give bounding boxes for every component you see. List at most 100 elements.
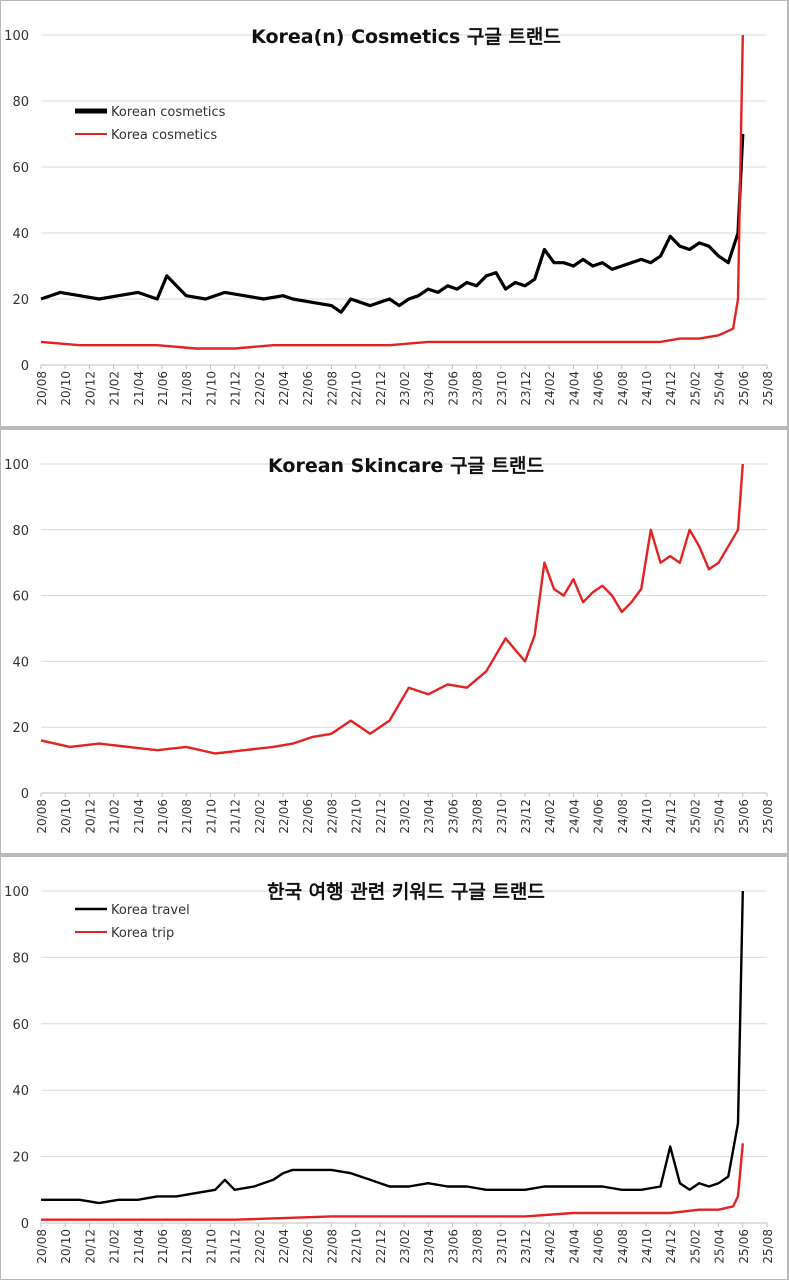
x-tick-label: 25/04 [713, 1229, 727, 1264]
x-tick-label: 22/10 [350, 1229, 364, 1264]
x-tick-label: 24/12 [664, 371, 678, 406]
x-tick-label: 23/12 [519, 371, 533, 406]
x-tick-label: 21/06 [156, 371, 170, 406]
x-tick-label: 23/02 [398, 1229, 412, 1264]
x-tick-label: 22/04 [277, 371, 291, 406]
y-tick-label: 0 [21, 1217, 29, 1232]
x-tick-label: 22/08 [325, 371, 339, 406]
x-tick-label: 21/12 [229, 371, 243, 406]
x-tick-label: 21/08 [180, 799, 194, 834]
y-tick-label: 80 [12, 95, 29, 110]
x-tick-label: 23/04 [422, 1229, 436, 1264]
x-tick-label: 24/12 [664, 799, 678, 834]
y-tick-label: 60 [12, 590, 29, 605]
x-tick-label: 25/02 [688, 799, 702, 834]
x-tick-label: 24/02 [543, 371, 557, 406]
x-tick-label: 25/08 [761, 1229, 775, 1264]
x-tick-label: 25/02 [688, 1229, 702, 1264]
x-tick-label: 25/08 [761, 371, 775, 406]
legend-label: Korea travel [111, 903, 190, 918]
x-tick-label: 21/02 [108, 371, 122, 406]
x-tick-label: 22/10 [350, 371, 364, 406]
x-tick-label: 22/06 [301, 1229, 315, 1264]
y-tick-label: 60 [12, 1018, 29, 1033]
y-tick-label: 0 [21, 359, 29, 374]
x-tick-label: 24/06 [592, 1229, 606, 1264]
y-tick-label: 100 [4, 29, 29, 44]
x-tick-label: 25/08 [761, 799, 775, 834]
x-tick-label: 22/06 [301, 371, 315, 406]
x-tick-label: 20/10 [59, 1229, 73, 1264]
x-tick-label: 21/10 [204, 1229, 218, 1264]
x-tick-label: 23/10 [495, 371, 509, 406]
x-tick-label: 25/06 [737, 371, 751, 406]
x-tick-label: 23/06 [446, 1229, 460, 1264]
x-tick-label: 25/06 [737, 1229, 751, 1264]
x-tick-label: 20/12 [83, 371, 97, 406]
y-tick-label: 60 [12, 161, 29, 176]
x-tick-label: 23/06 [446, 371, 460, 406]
x-tick-label: 20/08 [35, 799, 49, 834]
y-tick-label: 100 [4, 885, 29, 900]
x-tick-label: 21/10 [204, 371, 218, 406]
legend-label: Korea cosmetics [111, 128, 217, 143]
y-tick-label: 80 [12, 524, 29, 539]
y-tick-label: 40 [12, 227, 29, 242]
x-tick-label: 25/04 [713, 799, 727, 834]
x-tick-label: 23/04 [422, 371, 436, 406]
x-tick-label: 21/12 [229, 1229, 243, 1264]
x-tick-label: 21/10 [204, 799, 218, 834]
x-tick-label: 21/04 [132, 371, 146, 406]
y-tick-label: 20 [12, 1151, 29, 1166]
chart-panel-skincare: 0 20 40 60 80 100 20/08 20/10 20/12 21/02 21/04 21/… [1, 430, 787, 853]
x-tick-label: 24/08 [616, 799, 630, 834]
y-tick-label: 0 [21, 787, 29, 802]
x-tick-label: 25/02 [688, 371, 702, 406]
x-tick-label: 23/08 [471, 799, 485, 834]
x-tick-label: 22/12 [374, 799, 388, 834]
x-tick-label: 22/02 [253, 1229, 267, 1264]
x-tick-label: 21/02 [108, 799, 122, 834]
x-tick-label: 20/08 [35, 371, 49, 406]
x-tick-label: 23/12 [519, 799, 533, 834]
x-tick-label: 20/08 [35, 1229, 49, 1264]
chart-panel-travel: 0 20 40 60 80 100 20/08 20/10 20/12 21/02 21/04 21/… [1, 857, 787, 1279]
x-tick-label: 23/02 [398, 799, 412, 834]
x-tick-label: 25/06 [737, 799, 751, 834]
x-tick-label: 20/12 [83, 799, 97, 834]
x-tick-label: 23/12 [519, 1229, 533, 1264]
x-tick-label: 23/02 [398, 371, 412, 406]
legend-label: Korea trip [111, 926, 174, 941]
x-tick-label: 22/06 [301, 799, 315, 834]
series-line [40, 463, 744, 755]
x-tick-label: 20/12 [83, 1229, 97, 1264]
series-line [41, 1143, 744, 1221]
x-tick-label: 22/08 [325, 1229, 339, 1264]
series-line [40, 34, 744, 350]
x-tick-label: 24/08 [616, 371, 630, 406]
x-tick-label: 21/08 [180, 1229, 194, 1264]
x-tick-label: 21/04 [132, 1229, 146, 1264]
x-tick-label: 24/04 [567, 799, 581, 834]
x-tick-label: 24/04 [567, 1229, 581, 1264]
y-tick-label: 20 [12, 293, 29, 308]
chart-panel-cosmetics: 0 20 40 60 80 100 20/08 20/10 20/12 21/02 21/04 21/… [1, 1, 787, 426]
x-tick-label: 24/08 [616, 1229, 630, 1264]
series-line [40, 133, 745, 314]
series-line [41, 890, 744, 1205]
x-tick-label: 24/10 [640, 371, 654, 406]
x-tick-label: 21/06 [156, 1229, 170, 1264]
x-tick-label: 24/04 [567, 371, 581, 406]
x-tick-label: 24/02 [543, 1229, 557, 1264]
x-tick-label: 21/12 [229, 799, 243, 834]
x-tick-label: 22/08 [325, 799, 339, 834]
x-tick-label: 20/10 [59, 799, 73, 834]
y-tick-label: 80 [12, 951, 29, 966]
y-tick-label: 100 [4, 458, 29, 473]
x-tick-label: 22/02 [253, 371, 267, 406]
y-tick-label: 40 [12, 655, 29, 670]
x-tick-label: 24/02 [543, 799, 557, 834]
x-tick-label: 21/06 [156, 799, 170, 834]
x-tick-label: 24/06 [592, 799, 606, 834]
x-tick-label: 23/08 [471, 371, 485, 406]
